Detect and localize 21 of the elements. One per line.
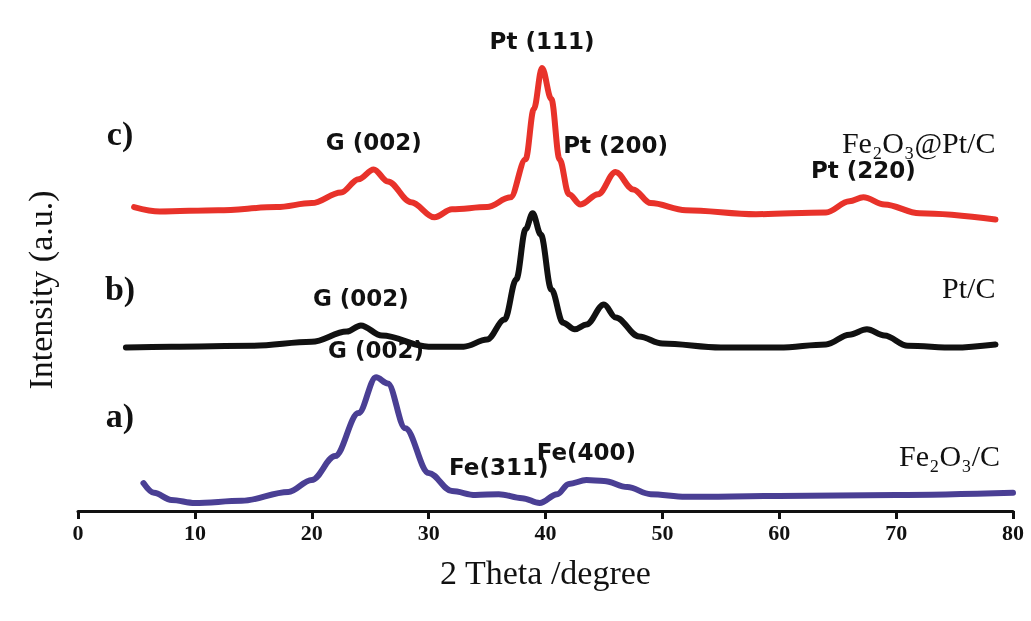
x-axis-title: 2 Theta /degree — [440, 553, 651, 591]
x-tick-label: 80 — [1002, 519, 1024, 545]
y-axis-title: Intensity (a.u.) — [21, 190, 60, 390]
annotation: b) — [104, 269, 136, 308]
x-tick-label: 30 — [417, 519, 440, 545]
x-tick-label: 50 — [651, 519, 674, 545]
series-label: Fe₂O₃/C — [899, 439, 1000, 473]
x-tick-label: 20 — [300, 519, 323, 545]
x-tick-label: 70 — [885, 519, 908, 545]
series-label: Pt/C — [942, 270, 996, 304]
x-tick-label: 60 — [768, 519, 791, 545]
annotation: a) — [105, 396, 135, 435]
x-tick-label: 40 — [534, 519, 557, 545]
annotation: c) — [106, 114, 134, 153]
annotation: Pt (111) — [489, 27, 595, 54]
series-label: Fe₂O₃@Pt/C — [841, 126, 996, 161]
annotation: Pt (200) — [563, 131, 669, 158]
annotation: G (002) — [325, 128, 422, 155]
x-tick-label: 0 — [72, 519, 84, 545]
x-tick-label: 10 — [183, 519, 206, 545]
annotation: G (002) — [312, 284, 409, 311]
